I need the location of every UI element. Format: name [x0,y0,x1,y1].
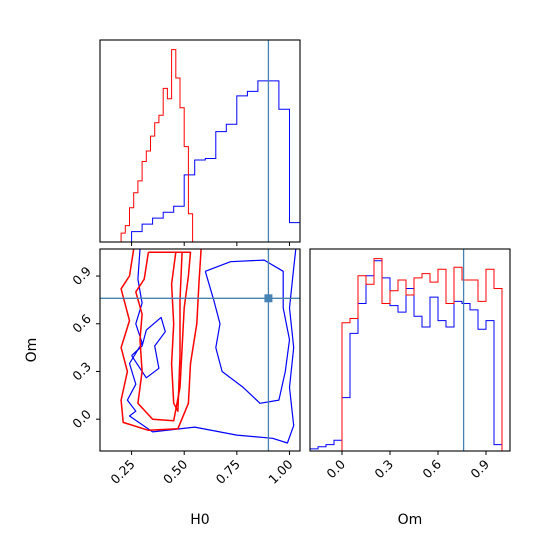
contour-ytick-label-1: 0.0 [69,406,94,431]
hist-Om-series-2-step [341,258,503,451]
hist-Om-frame [309,248,511,452]
hist-Om-xtick-label-2: 0.3 [371,457,396,482]
hist-Om-xtick-label-1: 0.0 [323,456,348,481]
contour-series-2-level-2 [135,251,192,422]
panel-hist-Om: 0.0 0.3 0.6 0.9 [309,248,511,482]
contour-ytick-label-3: 0.6 [69,311,94,336]
contour-series-2-level-1 [120,249,202,432]
contour-truth-marker [264,294,273,303]
contour-frame [99,248,301,452]
contour-xtick-label-4: 1.00 [265,456,295,486]
contour-ytick-label-4: 0.9 [69,263,94,288]
hist-Om-xtick-label-3: 0.6 [419,456,444,481]
x-axis-label-H0: H0 [190,512,209,528]
hist-Om-series-1-step [310,260,510,451]
hist-H0-frame [99,39,301,243]
contour-series-1-level-1 [126,249,297,444]
contour-xtick-label-1: 0.25 [107,457,137,487]
x-axis-label-Om: Om [398,512,423,528]
contour-xtick-label-2: 0.50 [160,456,190,486]
panel-contour-H0-Om: 0.25 0.50 0.75 1.00 0.0 0.3 0.6 0.9 [69,248,301,487]
hist-Om-xtick-label-4: 0.9 [467,456,492,481]
hist-H0-series-2-step [120,49,197,242]
contour-series-2-level-3 [170,251,183,412]
contour-xtick-label-3: 0.75 [213,457,243,487]
contour-series-1-level-2 [204,259,291,404]
contour-series-1-level-3 [131,316,166,379]
y-axis-label-Om: Om [24,338,40,363]
hist-H0-series-1-step [100,80,300,242]
contour-ytick-label-2: 0.3 [69,359,94,384]
panel-hist-H0 [99,39,301,246]
